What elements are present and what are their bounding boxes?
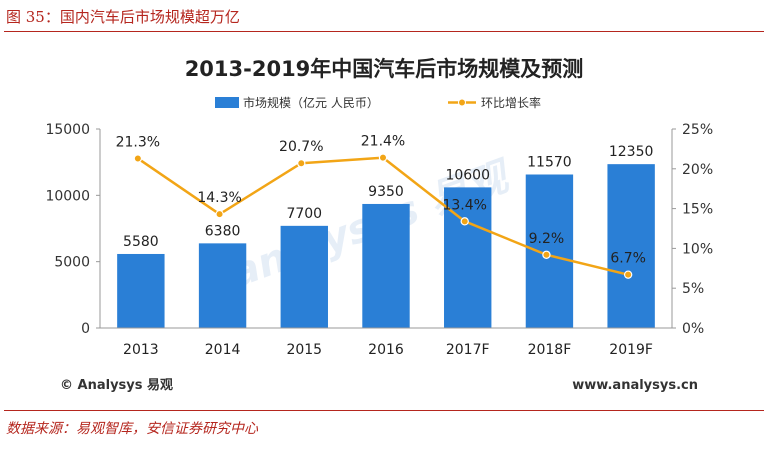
line-point xyxy=(623,270,633,279)
x-axis-tick-label: 2016 xyxy=(368,342,404,358)
bar-value-label: 5580 xyxy=(123,234,159,250)
right-axis-tick-label: 15% xyxy=(682,202,713,218)
x-axis: 2013 2014 2015 2016 2017F 2018F 2019F xyxy=(100,327,672,358)
left-axis-tick-label: 5000 xyxy=(54,255,90,271)
line-value-label: 20.7% xyxy=(279,139,323,155)
bar-value-labels: 5580 6380 7700 9350 10600 11570 12350 xyxy=(123,144,653,250)
bar-value-label: 10600 xyxy=(445,167,490,183)
bar xyxy=(525,174,574,328)
right-axis-tick-label: 20% xyxy=(682,162,713,178)
line-value-labels: 21.3% 14.3% 20.7% 21.4% 13.4% 9.2% 6.7% xyxy=(116,134,646,267)
bar-value-label: 12350 xyxy=(609,144,654,160)
brand-url: www.analysys.cn xyxy=(572,378,698,393)
bar-value-label: 7700 xyxy=(286,206,322,222)
bar-value-label: 6380 xyxy=(205,223,241,239)
x-axis-tick-label: 2018F xyxy=(528,342,572,358)
legend-line-label: 环比增长率 xyxy=(481,95,541,110)
right-axis-tick-label: 5% xyxy=(682,281,704,297)
chart-title: 2013-2019年中国汽车后市场规模及预测 xyxy=(185,57,584,81)
figure-caption: 图 35：国内汽车后市场规模超万亿 xyxy=(6,8,240,26)
line-point xyxy=(297,159,306,168)
right-axis-tick-label: 0% xyxy=(682,321,704,337)
line-point xyxy=(133,154,143,163)
legend-line-marker xyxy=(458,98,466,107)
x-axis-tick-label: 2015 xyxy=(286,342,322,358)
x-axis-tick-label: 2013 xyxy=(123,342,159,358)
x-axis-tick-label: 2019F xyxy=(609,342,653,358)
left-axis-tick-label: 15000 xyxy=(45,122,90,138)
x-axis-tick-label: 2017F xyxy=(446,342,490,358)
data-source: 数据来源：易观智库，安信证券研究中心 xyxy=(6,421,258,437)
bar xyxy=(198,243,247,328)
right-axis: 0% 5% 10% 15% 20% 25% xyxy=(671,122,713,337)
right-axis-tick-label: 10% xyxy=(682,241,713,257)
line-value-label: 21.3% xyxy=(116,134,160,150)
line-point xyxy=(542,250,551,259)
line-value-label: 6.7% xyxy=(610,251,646,267)
bar xyxy=(117,253,165,328)
line-value-label: 21.4% xyxy=(361,134,405,150)
line-value-label: 9.2% xyxy=(529,231,565,247)
bar xyxy=(607,164,655,328)
line-value-label: 14.3% xyxy=(197,190,241,206)
legend: 市场规模（亿元 人民币） 环比增长率 xyxy=(215,95,541,110)
bar-value-label: 9350 xyxy=(368,184,404,200)
left-axis-tick-label: 0 xyxy=(81,321,90,337)
line-value-label: 13.4% xyxy=(442,197,486,213)
line-point xyxy=(460,217,469,226)
line-point xyxy=(378,153,388,162)
legend-bar-swatch xyxy=(215,97,239,108)
bar-series xyxy=(117,164,655,328)
left-axis: 0 5000 10000 15000 xyxy=(45,122,101,337)
x-axis-tick-label: 2014 xyxy=(205,342,241,358)
right-axis-tick-label: 25% xyxy=(682,122,713,138)
brand-logo: © Analysys 易观 xyxy=(60,378,173,393)
bar-value-label: 11570 xyxy=(527,155,572,171)
line-series xyxy=(133,153,633,279)
footer-divider xyxy=(4,410,764,411)
caption-divider xyxy=(4,31,764,32)
line-point xyxy=(215,209,224,219)
bar xyxy=(362,203,410,328)
bar xyxy=(280,225,328,328)
legend-bar-label: 市场规模（亿元 人民币） xyxy=(243,95,379,110)
left-axis-tick-label: 10000 xyxy=(45,188,90,204)
market-size-chart: 2013-2019年中国汽车后市场规模及预测 市场规模（亿元 人民币） 环比增长… xyxy=(45,57,713,393)
